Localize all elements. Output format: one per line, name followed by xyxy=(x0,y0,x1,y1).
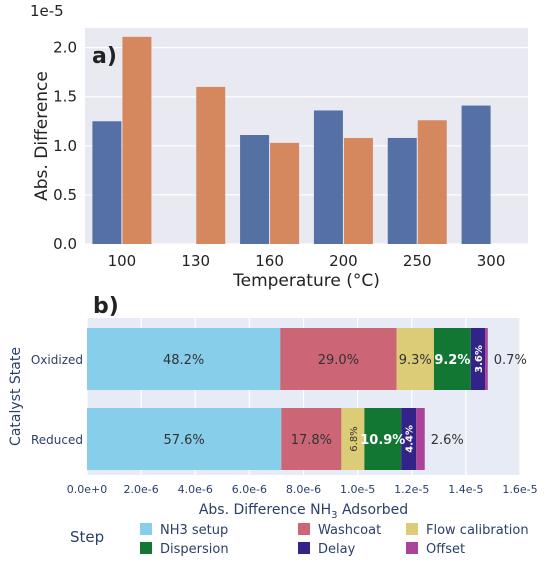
panel-b-segment xyxy=(401,408,417,470)
panel-b-x-tick-label: 6.0e-6 xyxy=(232,483,267,496)
panel-a-bar xyxy=(313,110,343,245)
panel-b-segment-label: 29.0% xyxy=(318,353,359,368)
legend-entry: Flow calibration xyxy=(426,523,529,538)
panel-a-bar xyxy=(417,120,447,244)
panel-a-y-tick-label: 2.0 xyxy=(53,39,77,57)
panel-b-x-tick-label: 8.0e-6 xyxy=(286,483,321,496)
panel-a-bar xyxy=(92,121,122,244)
panel-b-segment xyxy=(364,408,402,470)
panel-b-y-axis-label: Catalyst State xyxy=(8,347,24,446)
panel-a-bar xyxy=(387,137,417,244)
panel-b-segment xyxy=(433,328,471,390)
panel-b-x-tick-label: 4.0e-6 xyxy=(178,483,213,496)
panel-b-segment xyxy=(87,408,282,470)
panel-b-segment-label: 10.9% xyxy=(360,433,405,448)
panel-b-y-tick-label: Oxidized xyxy=(31,353,83,367)
panel-a-x-tick-label: 200 xyxy=(329,252,358,270)
panel-b-segment xyxy=(280,328,397,390)
panel-a-y-tick-label: 1.0 xyxy=(53,137,77,155)
panel-b-x-tick-label: 0.0e+0 xyxy=(67,483,107,496)
legend-swatch xyxy=(406,542,418,554)
panel-a-scale-label: 1e-5 xyxy=(30,2,64,20)
legend-entry: Delay xyxy=(318,542,356,557)
panel-b-x-axis-label-subscript: 3 xyxy=(331,510,337,521)
panel-b-segment-label: 6.8% xyxy=(349,426,360,451)
legend-swatch xyxy=(140,523,152,535)
panel-b-segment-label: 0.7% xyxy=(494,353,527,368)
panel-a: 0.00.51.01.52.0 100 130 160 200 250 300 1e-5 … xyxy=(30,2,528,291)
panel-a-x-tick-label: 100 xyxy=(108,252,137,270)
panel-b-segment-label: 2.6% xyxy=(431,433,464,448)
panel-b-segment xyxy=(341,408,365,470)
panel-b-segment xyxy=(281,408,342,470)
panel-b-segment xyxy=(416,408,425,470)
panel-b: 48.2% 29.0% 9.3% 9.2% 3.6% 0.7% 57.6% 17.8% 6.8%… xyxy=(8,294,538,557)
legend: Step NH3 setup Washcoat Flow calibration Di… xyxy=(70,523,529,557)
panel-a-bar xyxy=(196,86,226,244)
panel-b-segment xyxy=(396,328,434,390)
panel-a-y-tick-label: 0.5 xyxy=(53,186,77,204)
panel-b-label: b) xyxy=(93,294,119,319)
panel-a-y-axis-label: Abs. Difference xyxy=(32,71,52,201)
panel-b-x-axis-label-end: Adsorbed xyxy=(338,502,409,518)
panel-a-x-axis-label: Temperature (°C) xyxy=(232,271,380,291)
panel-b-segment-label: 17.8% xyxy=(291,433,332,448)
panel-b-segment-label: 48.2% xyxy=(163,353,204,368)
legend-title: Step xyxy=(70,528,104,546)
panel-a-y-tick-label: 1.5 xyxy=(53,88,77,106)
legend-swatch xyxy=(406,523,418,535)
panel-a-bar xyxy=(240,135,270,244)
panel-b-segment xyxy=(87,328,281,390)
legend-entry: NH3 setup xyxy=(160,523,228,538)
panel-b-segment-label: 9.3% xyxy=(399,353,432,368)
panel-b-segment xyxy=(470,328,486,390)
panel-a-x-tick-label: 300 xyxy=(477,252,506,270)
panel-b-x-tick-label: 1.2e-5 xyxy=(394,483,429,496)
legend-entry: Washcoat xyxy=(318,523,381,538)
panel-a-x-tick-label: 130 xyxy=(181,252,210,270)
panel-b-x-axis-label: Abs. Difference NH3 Adsorbed xyxy=(199,502,408,521)
panel-a-bar xyxy=(461,105,491,245)
panel-a-y-tick-label: 0.0 xyxy=(53,235,77,253)
panel-b-segment-label: 3.6% xyxy=(474,345,485,373)
panel-b-segment-label: 57.6% xyxy=(163,433,204,448)
panel-a-label: a) xyxy=(92,44,117,69)
panel-b-y-tick-label: Reduced xyxy=(31,433,83,447)
panel-a-x-tick-label: 250 xyxy=(403,252,432,270)
legend-entry: Dispersion xyxy=(160,542,229,557)
legend-swatch xyxy=(298,542,310,554)
panel-b-x-tick-label: 1.6e-5 xyxy=(502,483,537,496)
panel-a-x-tick-label: 160 xyxy=(255,252,284,270)
panel-b-segment-label: 9.2% xyxy=(434,353,470,368)
legend-entry: Offset xyxy=(426,542,465,557)
panel-b-segment xyxy=(485,328,488,390)
panel-a-bar xyxy=(122,36,152,244)
panel-a-plot-area xyxy=(85,28,528,244)
legend-swatch xyxy=(140,542,152,554)
panel-b-segment-label: 4.4% xyxy=(405,425,416,453)
panel-b-x-tick-label: 1.0e-5 xyxy=(340,483,375,496)
panel-b-x-tick-label: 1.4e-5 xyxy=(448,483,483,496)
panel-a-bar xyxy=(343,137,373,244)
panel-b-x-tick-label: 2.0e-6 xyxy=(124,483,159,496)
panel-a-bar xyxy=(270,142,300,244)
legend-swatch xyxy=(298,523,310,535)
panel-b-x-axis-label-main: Abs. Difference NH xyxy=(199,502,331,518)
